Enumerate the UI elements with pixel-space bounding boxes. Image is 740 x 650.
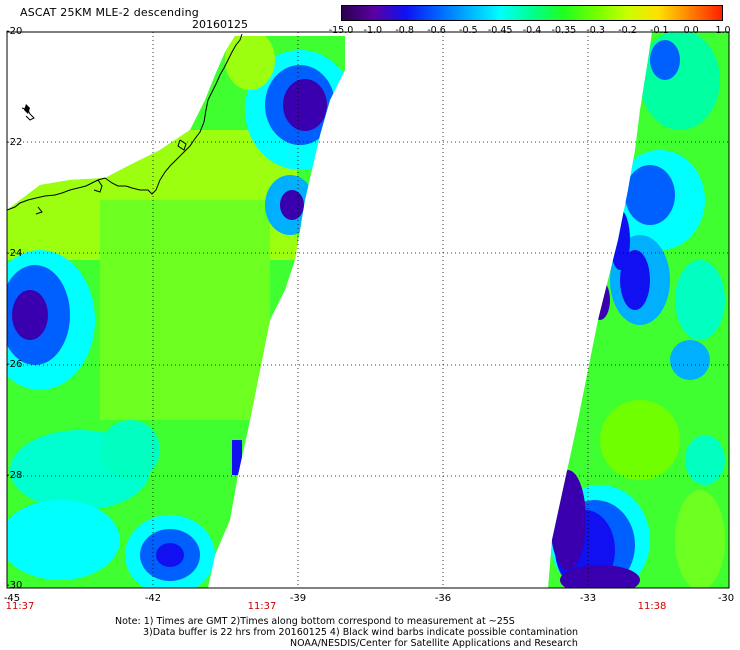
time-label: 11:38 [637,601,667,612]
colorbar-label: -0.4 [522,25,542,36]
colorbar-label: -0.3 [586,25,605,36]
note-line: NOAA/NESDIS/Center for Satellite Applica… [290,638,578,649]
chart-date: 20160125 [192,18,248,31]
colorbar-label: 1.0 [715,25,731,36]
x-tick-label: -30 [717,593,735,604]
colorbar-labels: -15.0 -1.0 -0.8 -0.6 -0.5 -0.45 -0.4 -0.35 -0.3 -… [328,25,732,37]
colorbar-label: -0.6 [427,25,446,36]
note-line: Note: 1) Times are GMT 2)Times along bot… [115,616,515,627]
colorbar-label: 0.0 [683,25,699,36]
plot-frame [6,31,730,589]
colorbar-label: -0.35 [551,25,577,36]
colorbar-label: -15.0 [328,25,354,36]
colorbar-label: -0.1 [650,25,669,36]
note-line: 3)Data buffer is 22 hrs from 20160125 4)… [143,627,579,638]
y-tick-label: -30 [6,580,23,591]
y-tick-label: -22 [6,137,23,148]
x-tick-label: -39 [289,593,307,604]
x-tick-label: -36 [434,593,452,604]
time-label: 11:37 [5,601,35,612]
lat-lon-grid [7,32,729,588]
colorbar-label: -1.0 [363,25,383,36]
time-label: 11:37 [247,601,277,612]
colorbar-label: -0.45 [487,25,513,36]
y-tick-label: -28 [6,470,23,481]
x-tick-label: -33 [579,593,597,604]
colorbar [341,5,723,21]
colorbar-label: -0.2 [618,25,637,36]
y-tick-label: -26 [6,359,23,370]
y-tick-label: -20 [6,26,23,37]
x-tick-label: -45 [3,593,21,604]
y-tick-label: -24 [6,248,23,259]
island-marker [24,104,30,114]
x-tick-label: -42 [144,593,162,604]
colorbar-label: -0.8 [395,25,414,36]
colorbar-label: -0.5 [459,25,478,36]
chart-title: ASCAT 25KM MLE-2 descending [20,6,199,19]
